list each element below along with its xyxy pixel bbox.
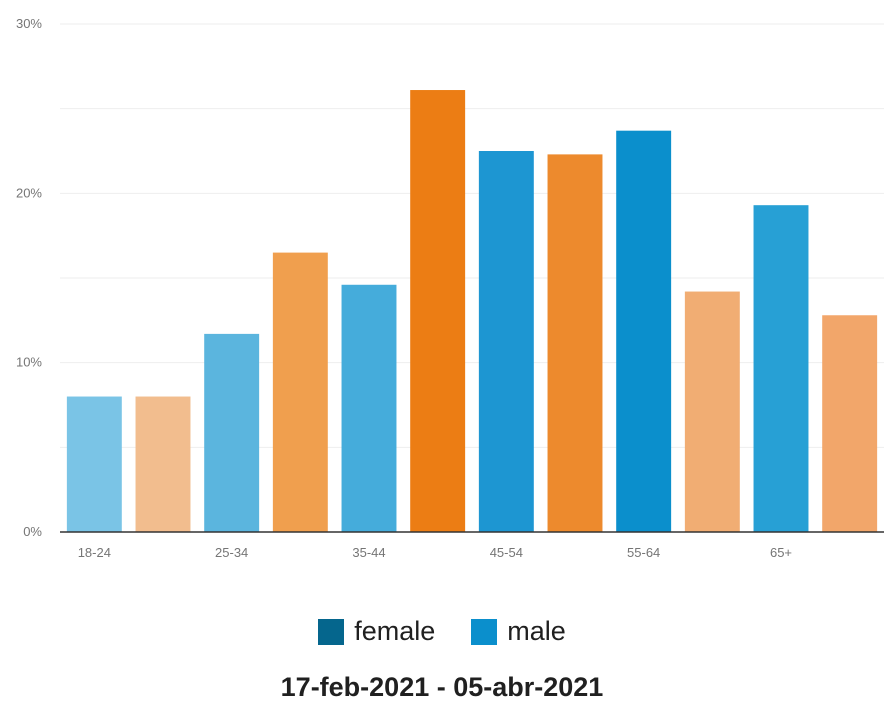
legend-item-male[interactable]: male xyxy=(471,616,566,647)
x-tick-label: 65+ xyxy=(770,545,792,560)
bar-female-35-44[interactable] xyxy=(410,90,466,532)
legend: female male xyxy=(0,616,884,647)
bar-male-65plus[interactable] xyxy=(753,205,809,533)
bar-chart: 0% 10% 20% 30% 18-24 25-34 35-44 45-54 55-64 65+ xyxy=(16,16,884,560)
bar-female-55-64[interactable] xyxy=(684,291,740,532)
date-range: 17-feb-2021 - 05-abr-2021 xyxy=(280,672,604,702)
x-tick-label: 18-24 xyxy=(78,545,111,560)
x-tick-label: 25-34 xyxy=(215,545,248,560)
bar-male-45-54[interactable] xyxy=(478,151,534,532)
bar-male-35-44[interactable] xyxy=(341,284,397,532)
y-tick-label: 0% xyxy=(23,524,42,539)
y-tick-label: 20% xyxy=(16,185,42,200)
bar-female-45-54[interactable] xyxy=(547,154,603,533)
bars xyxy=(66,90,878,533)
bar-male-55-64[interactable] xyxy=(616,130,672,532)
x-tick-label: 55-64 xyxy=(627,545,660,560)
legend-swatch-female xyxy=(318,618,345,645)
bar-male-25-34[interactable] xyxy=(204,333,260,532)
y-tick-labels: 0% 10% 20% 30% xyxy=(16,16,42,539)
legend-swatch-male xyxy=(471,618,498,645)
bar-female-18-24[interactable] xyxy=(135,396,191,532)
gridlines xyxy=(60,23,884,448)
legend-label-female: female xyxy=(354,616,436,646)
bar-female-65plus[interactable] xyxy=(822,315,878,532)
legend-label-male: male xyxy=(507,616,566,646)
legend-item-female[interactable]: female xyxy=(318,616,435,647)
x-tick-label: 45-54 xyxy=(490,545,523,560)
x-tick-labels: 18-24 25-34 35-44 45-54 55-64 65+ xyxy=(78,545,792,560)
y-tick-label: 10% xyxy=(16,355,42,370)
bar-female-25-34[interactable] xyxy=(272,252,328,532)
x-tick-label: 35-44 xyxy=(352,545,385,560)
bar-male-18-24[interactable] xyxy=(66,396,122,532)
y-tick-label: 30% xyxy=(16,16,42,31)
